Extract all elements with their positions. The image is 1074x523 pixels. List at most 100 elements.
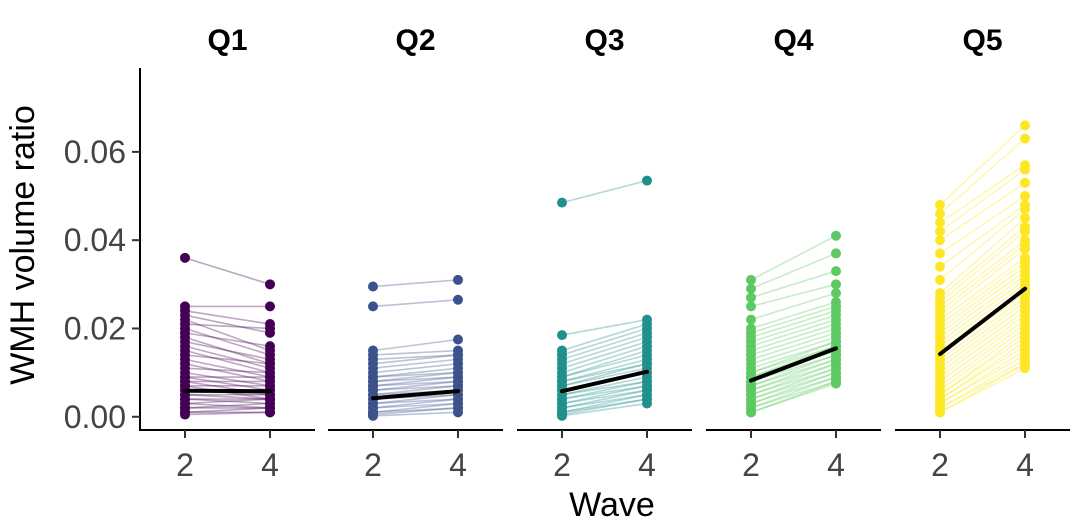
trajectory-line [750, 380, 837, 409]
trajectory-line [750, 327, 837, 356]
x-axis-title: Wave [569, 486, 655, 523]
trajectory-line [939, 367, 1026, 414]
trajectory-line [939, 354, 1026, 405]
point-wave-4 [1020, 133, 1030, 144]
facet-q3: Q3 2 4 [517, 24, 692, 483]
point-wave-4 [831, 230, 841, 241]
trajectory-line [939, 195, 1026, 255]
trajectory-line [939, 261, 1026, 325]
trajectory-line [939, 248, 1026, 316]
trajectory-line [750, 340, 837, 374]
trajectory-line [184, 345, 271, 369]
point-wave-2 [935, 226, 945, 237]
trajectory-line [561, 362, 648, 383]
trajectory-line [561, 358, 648, 383]
facet-q5: Q5 2 4 [895, 24, 1070, 483]
point-wave-4 [265, 323, 275, 334]
facet-q2: Q2 2 4 [328, 24, 503, 483]
point-wave-4 [831, 288, 841, 299]
trajectory-line [939, 296, 1026, 361]
point-wave-2 [368, 410, 378, 421]
trajectory-line [184, 362, 271, 383]
mean-trend-line [749, 346, 838, 383]
point-wave-2 [746, 314, 756, 325]
facets-layer: Q1 2 4 Q2 2 4 Q3 2 4 Q4 2 4 Q5 2 4 [140, 24, 1070, 483]
point-wave-4 [265, 407, 275, 418]
point-wave-4 [265, 279, 275, 290]
x-tick-label: 2 [364, 447, 382, 483]
trajectory-line [372, 279, 459, 288]
mean-trend-line [938, 286, 1027, 357]
trajectory-line [561, 363, 648, 387]
trajectory-line [561, 332, 648, 361]
trajectory-line [561, 398, 648, 416]
trajectory-line [184, 257, 271, 286]
trajectory-line [750, 354, 837, 387]
trajectory-line [939, 341, 1026, 400]
trajectory-line [184, 358, 271, 378]
trajectory-line [750, 336, 837, 365]
trajectory-line [939, 243, 1026, 312]
trajectory-line [939, 217, 1026, 294]
trajectory-line [184, 402, 271, 409]
trajectory-line [561, 376, 648, 396]
trajectory-line [561, 367, 648, 387]
trajectory-line [939, 239, 1026, 308]
trajectory-line [750, 270, 837, 299]
trajectory-line [372, 376, 459, 383]
trajectory-line [939, 345, 1026, 400]
point-wave-4 [453, 407, 463, 418]
trajectory-line [750, 376, 837, 405]
trajectory-line [750, 345, 837, 378]
trajectory-line [750, 252, 837, 290]
trajectory-line [750, 310, 837, 339]
trajectory-line [750, 323, 837, 352]
y-tick-label: 0.00 [64, 399, 126, 435]
trajectory-line [939, 257, 1026, 321]
trajectory-line [750, 318, 837, 347]
point-wave-4 [453, 334, 463, 345]
trajectory-line [184, 398, 271, 405]
point-wave-4 [831, 248, 841, 259]
trajectory-line [561, 345, 648, 374]
trajectory-line [561, 318, 648, 336]
trajectory-line [750, 314, 837, 343]
point-wave-4 [453, 274, 463, 285]
trajectory-line [750, 380, 837, 414]
trajectory-line [750, 305, 837, 334]
point-wave-2 [557, 197, 567, 208]
trajectory-line [939, 208, 1026, 281]
trajectory-line [750, 301, 837, 330]
trajectory-line [372, 354, 459, 361]
x-tick-label: 2 [931, 447, 949, 483]
point-wave-4 [453, 294, 463, 305]
point-wave-2 [746, 407, 756, 418]
trajectory-line [939, 327, 1026, 391]
y-tick-label: 0.02 [64, 310, 126, 346]
point-wave-2 [180, 252, 190, 263]
y-tick-label: 0.06 [64, 134, 126, 170]
trajectory-line [750, 332, 837, 361]
point-wave-4 [642, 398, 652, 409]
x-tick-label: 2 [742, 447, 760, 483]
trajectory-line [184, 310, 271, 325]
trajectory-line [184, 407, 271, 414]
point-wave-4 [642, 175, 652, 186]
trajectory-line [939, 274, 1026, 338]
x-tick-label: 2 [553, 447, 571, 483]
trajectory-line [750, 363, 837, 392]
point-wave-4 [1020, 363, 1030, 374]
trajectory-line [750, 363, 837, 396]
point-wave-2 [935, 235, 945, 246]
trajectory-line [372, 407, 459, 416]
trajectory-line [939, 279, 1026, 343]
trajectory-line [939, 314, 1026, 378]
facet-title: Q5 [962, 24, 1002, 57]
trajectory-line [750, 367, 837, 400]
trajectory-line [372, 402, 459, 409]
facet-title: Q3 [584, 24, 624, 57]
trajectory-line [372, 402, 459, 414]
point-wave-2 [557, 410, 567, 421]
point-wave-4 [265, 341, 275, 352]
